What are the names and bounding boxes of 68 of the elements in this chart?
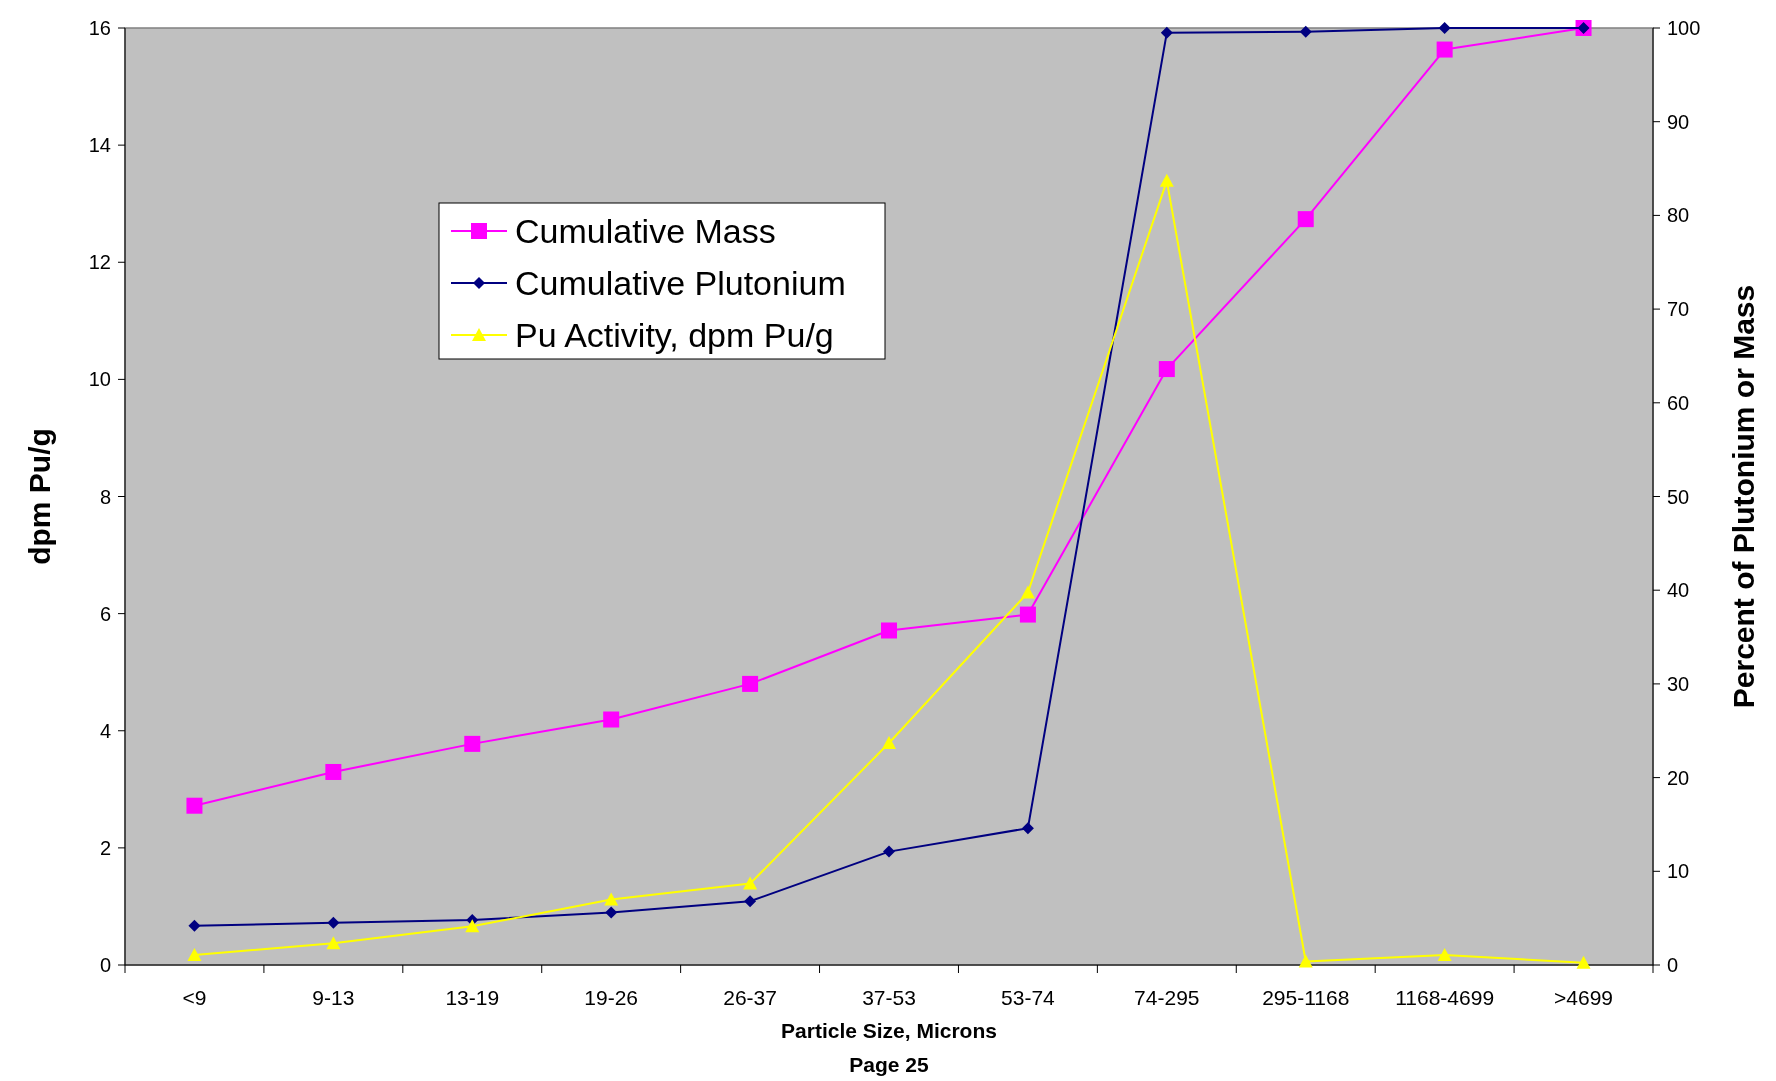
x-axis-title: Particle Size, Microns — [781, 1019, 997, 1042]
x-tick-label: 9-13 — [312, 986, 355, 1009]
y2-tick-label: 80 — [1667, 204, 1690, 227]
y-tick-label: 4 — [99, 719, 111, 742]
point — [603, 711, 620, 728]
y2-tick-label: 40 — [1667, 579, 1690, 602]
y-tick-label: 8 — [99, 485, 111, 508]
y-tick-label: 10 — [88, 368, 111, 391]
legend-label: Pu Activity, dpm Pu/g — [515, 315, 834, 354]
y-tick-label: 0 — [99, 954, 111, 976]
y2-tick-label: 20 — [1667, 766, 1690, 789]
y2-tick-label: 0 — [1667, 954, 1679, 976]
point — [1299, 25, 1312, 38]
legend-label: Cumulative Mass — [515, 211, 776, 250]
y-tick-label: 14 — [88, 134, 111, 157]
y-axis-title: dpm Pu/g — [23, 428, 56, 565]
point — [188, 919, 201, 932]
text: Page 25 — [849, 1053, 930, 1076]
x-tick-label: 26-37 — [723, 986, 777, 1009]
point — [1160, 26, 1173, 39]
y2-axis-title: Percent of Plutonium or Mass — [1727, 284, 1760, 709]
point — [464, 735, 481, 752]
y2-tick-label: 10 — [1667, 860, 1690, 883]
x-tick-label: >4699 — [1554, 986, 1614, 1009]
point — [742, 675, 759, 692]
y-tick-label: 12 — [88, 251, 111, 274]
point — [1298, 954, 1313, 968]
x-tick-label: 19-26 — [584, 986, 639, 1009]
x-tick-label: 13-19 — [445, 986, 500, 1009]
x-tick-label: 53-74 — [1001, 986, 1056, 1009]
point — [465, 919, 480, 933]
point — [743, 876, 758, 890]
point — [1020, 585, 1035, 599]
legend-label: Cumulative Plutonium — [515, 263, 846, 302]
point — [1436, 41, 1453, 58]
point — [1576, 955, 1591, 969]
point — [187, 948, 202, 962]
y2-tick-label: 90 — [1667, 110, 1690, 133]
point — [1438, 22, 1451, 34]
point — [186, 797, 203, 814]
y2-tick-label: 50 — [1667, 485, 1690, 508]
point — [882, 736, 896, 750]
point — [1297, 211, 1314, 228]
point — [883, 845, 895, 858]
x-tick-label: 74-295 — [1134, 986, 1200, 1009]
point — [1021, 822, 1034, 835]
point — [1437, 948, 1452, 962]
point — [881, 622, 897, 639]
point — [604, 892, 619, 906]
point — [325, 763, 342, 780]
x-tick-label: 1168-4699 — [1395, 986, 1495, 1009]
point — [327, 916, 340, 929]
y-tick-label: 6 — [99, 602, 111, 625]
point — [1158, 361, 1175, 378]
y-tick-label: 16 — [88, 17, 111, 39]
y2-tick-label: 30 — [1667, 672, 1690, 695]
point — [744, 895, 757, 908]
point — [326, 936, 341, 950]
point — [1159, 173, 1174, 187]
y2-tick-label: 100 — [1667, 17, 1701, 39]
point — [605, 906, 618, 919]
y-tick-label: 2 — [99, 836, 111, 859]
point — [1019, 606, 1036, 623]
x-tick-label: <9 — [182, 986, 207, 1009]
y2-tick-label: 70 — [1667, 298, 1690, 321]
x-tick-label: 37-53 — [862, 986, 916, 1009]
y2-tick-label: 60 — [1667, 391, 1690, 414]
x-tick-label: 295-1168 — [1262, 986, 1350, 1009]
